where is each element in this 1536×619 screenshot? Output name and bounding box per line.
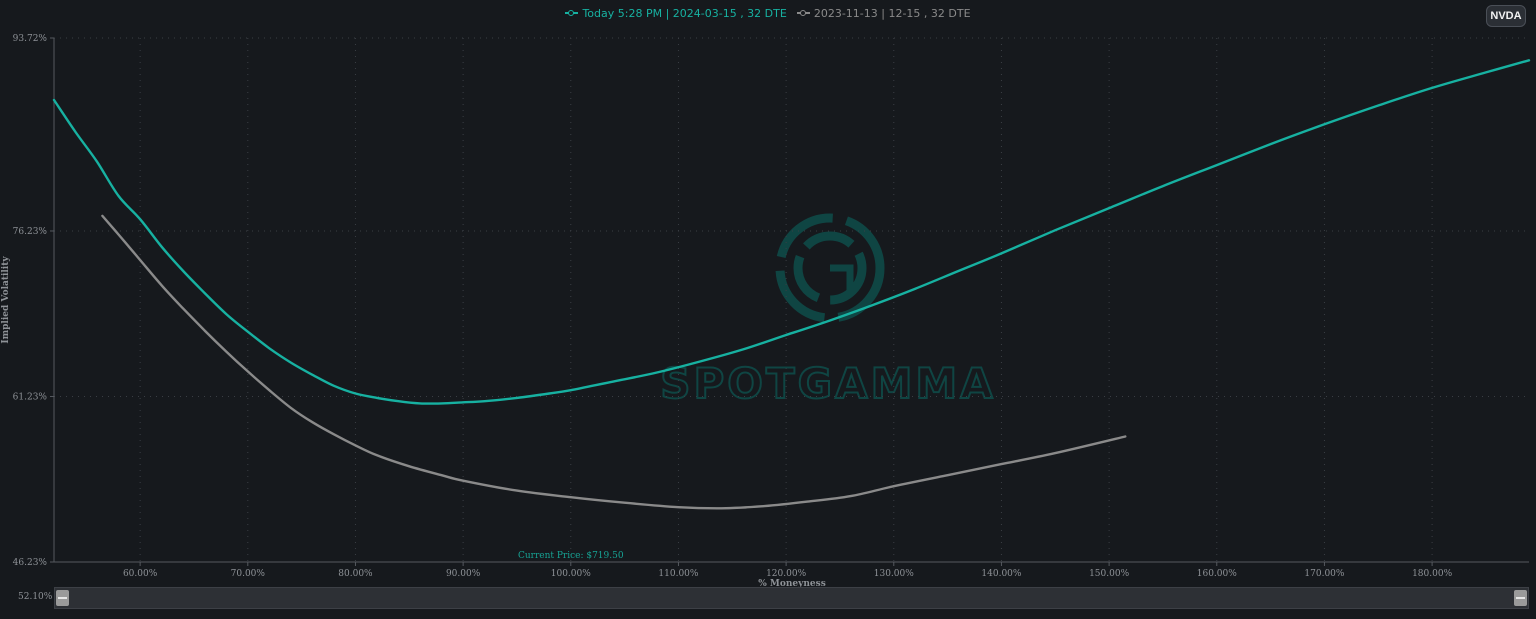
legend: Today 5:28 PM | 2024-03-15 , 32 DTE 2023… [0, 5, 1536, 21]
x-tick-label: 120.00% [766, 569, 806, 579]
range-handle-right[interactable] [1514, 590, 1527, 606]
x-tick-label: 180.00% [1412, 569, 1452, 579]
x-axis-title: % Moneyness [758, 579, 826, 589]
y-axis-title: Implied Volatility [1, 256, 11, 344]
x-tick-label: 130.00% [874, 569, 914, 579]
x-tick-label: 60.00% [123, 569, 158, 579]
x-tick-label: 160.00% [1197, 569, 1237, 579]
x-tick-label: 110.00% [658, 569, 698, 579]
axes [50, 37, 1529, 566]
ticker-button[interactable]: NVDA [1486, 5, 1526, 27]
x-tick-label: 170.00% [1304, 569, 1344, 579]
legend-swatch-current [565, 9, 579, 17]
y-tick-label: 76.23% [13, 227, 48, 237]
watermark-text: SPOTGAMMA [660, 359, 995, 408]
spotgamma-watermark: SPOTGAMMA [659, 213, 995, 409]
range-selector[interactable] [54, 587, 1529, 609]
range-handle-left[interactable] [56, 590, 69, 606]
range-selector-label: 52.10% [18, 592, 53, 602]
x-tick-label: 70.00% [231, 569, 266, 579]
x-tick-label: 150.00% [1089, 569, 1129, 579]
legend-swatch-previous [796, 9, 810, 17]
x-tick-label: 80.00% [338, 569, 373, 579]
legend-label-current: Today 5:28 PM | 2024-03-15 , 32 DTE [582, 6, 787, 20]
y-tick-label: 93.72% [13, 34, 48, 44]
y-tick-label: 46.23% [13, 558, 48, 568]
legend-item-current[interactable]: Today 5:28 PM | 2024-03-15 , 32 DTE [565, 6, 787, 20]
series-lines [52, 59, 1531, 510]
x-tick-label: 100.00% [551, 569, 591, 579]
current-price-annotation: Current Price: $719.50 [518, 551, 624, 561]
x-tick-label: 140.00% [981, 569, 1021, 579]
x-tick-label: 90.00% [446, 569, 481, 579]
spotgamma-logo [775, 213, 885, 323]
series-line-current [52, 59, 1531, 405]
legend-label-previous: 2023-11-13 | 12-15 , 32 DTE [813, 6, 971, 20]
y-tick-label: 61.23% [13, 392, 48, 402]
legend-item-previous[interactable]: 2023-11-13 | 12-15 , 32 DTE [796, 6, 971, 20]
series-line-previous [101, 214, 1127, 510]
tick-labels: 60.00% 70.00% 80.00% 90.00% 100.00% 110.00% 12… [13, 34, 1453, 579]
